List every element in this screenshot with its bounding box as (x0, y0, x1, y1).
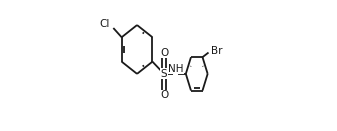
Text: Cl: Cl (100, 19, 110, 29)
Text: S: S (161, 69, 167, 79)
Text: O: O (160, 48, 168, 58)
Text: Br: Br (211, 46, 222, 56)
Text: NH: NH (168, 64, 183, 74)
Text: O: O (160, 90, 168, 100)
